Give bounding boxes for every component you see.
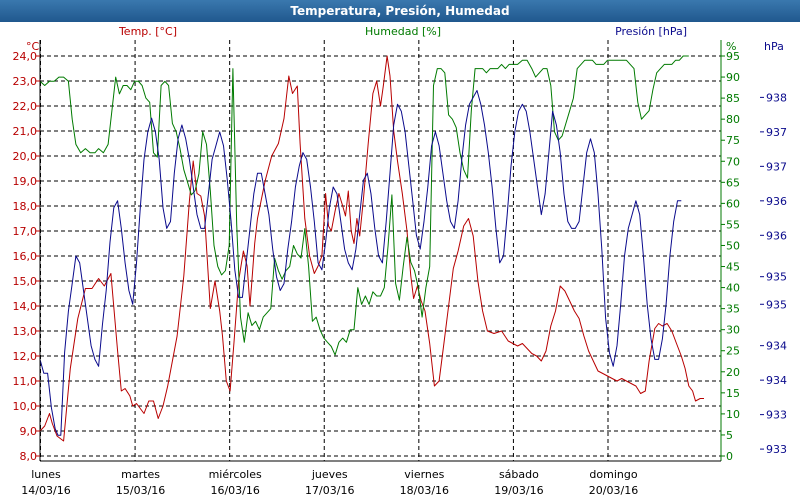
humidity-tick-label: 85: [726, 92, 740, 105]
x-tick-date-label: 18/03/16: [400, 484, 449, 497]
pressure-unit-label: hPa: [764, 40, 784, 53]
temperature-tick-label: 9,0: [20, 425, 38, 438]
temperature-unit-label: °C: [26, 40, 40, 53]
humidity-tick-label: 35: [726, 303, 740, 316]
pressure-tick-label: 933: [766, 443, 787, 456]
temperature-tick-label: 22,0: [13, 100, 38, 113]
x-tick-date-label: 17/03/16: [305, 484, 354, 497]
x-tick-day-label: domingo: [589, 468, 637, 481]
temperature-series-line: [39, 55, 704, 442]
axes: 8,0 9,0 10,0 11,0 12,0 13,0 14,0 15,0 16,0 17,0 18…: [13, 40, 787, 497]
humidity-tick-label: 30: [726, 324, 740, 337]
humidity-tick-label: 60: [726, 197, 740, 210]
pressure-tick-label: 935: [766, 271, 787, 284]
pressure-tick-label: 938: [766, 91, 787, 104]
temperature-tick-label: 16,0: [13, 250, 38, 263]
humidity-tick-label: 65: [726, 176, 740, 189]
humidity-tick-label: 70: [726, 155, 740, 168]
temperature-tick-label: 15,0: [13, 275, 38, 288]
series-lines: [39, 55, 704, 442]
pressure-tick-label: 935: [766, 298, 787, 311]
temperature-tick-label: 24,0: [13, 50, 38, 63]
humidity-tick-label: 75: [726, 134, 740, 147]
x-tick-day-label: jueves: [311, 468, 348, 481]
pressure-tick-label: 936: [766, 195, 787, 208]
temperature-tick-label: 11,0: [13, 375, 38, 388]
humidity-tick-label: 5: [726, 429, 733, 442]
pressure-tick-label: 936: [766, 229, 787, 242]
humidity-tick-label: 10: [726, 408, 740, 421]
temperature-tick-label: 18,0: [13, 200, 38, 213]
pressure-tick-label: 934: [766, 340, 787, 353]
humidity-tick-label: 95: [726, 50, 740, 63]
x-tick-date-label: 19/03/16: [494, 484, 543, 497]
pressure-series-line: [39, 90, 682, 436]
temperature-tick-label: 23,0: [13, 75, 38, 88]
temperature-tick-label: 12,0: [13, 350, 38, 363]
pressure-tick-label: 933: [766, 409, 787, 422]
humidity-axis-label: Humedad [%]: [365, 25, 441, 38]
humidity-tick-label: 15: [726, 387, 740, 400]
temperature-tick-label: 13,0: [13, 325, 38, 338]
x-tick-day-label: martes: [121, 468, 160, 481]
chart-title: Temperatura, Presión, Humedad: [0, 0, 800, 22]
humidity-tick-label: 90: [726, 71, 740, 84]
pressure-tick-label: 937: [766, 126, 787, 139]
humidity-tick-label: 55: [726, 218, 740, 231]
temperature-tick-label: 14,0: [13, 300, 38, 313]
pressure-axis-label: Presión [hPa]: [615, 25, 687, 38]
humidity-tick-label: 40: [726, 282, 740, 295]
temperature-tick-label: 19,0: [13, 175, 38, 188]
humidity-tick-label: 0: [726, 450, 733, 463]
x-tick-date-label: 14/03/16: [21, 484, 70, 497]
x-tick-date-label: 20/03/16: [589, 484, 638, 497]
humidity-tick-label: 45: [726, 261, 740, 274]
temperature-tick-label: 17,0: [13, 225, 38, 238]
x-tick-day-label: lunes: [31, 468, 61, 481]
humidity-tick-label: 20: [726, 366, 740, 379]
temperature-tick-label: 8,0: [20, 450, 38, 463]
x-tick-day-label: sábado: [499, 468, 539, 481]
humidity-unit-label: %: [726, 40, 736, 53]
temperature-axis-label: Temp. [°C]: [118, 25, 177, 38]
humidity-series-line: [39, 55, 689, 356]
x-tick-day-label: miércoles: [209, 468, 262, 481]
humidity-tick-label: 25: [726, 345, 740, 358]
x-tick-date-label: 15/03/16: [116, 484, 165, 497]
temperature-tick-label: 10,0: [13, 400, 38, 413]
x-tick-date-label: 16/03/16: [210, 484, 259, 497]
temperature-tick-label: 20,0: [13, 150, 38, 163]
humidity-tick-label: 80: [726, 113, 740, 126]
x-tick-day-label: viernes: [404, 468, 444, 481]
temperature-tick-label: 21,0: [13, 125, 38, 138]
pressure-tick-label: 934: [766, 374, 787, 387]
humidity-tick-label: 50: [726, 239, 740, 252]
pressure-tick-label: 937: [766, 160, 787, 173]
